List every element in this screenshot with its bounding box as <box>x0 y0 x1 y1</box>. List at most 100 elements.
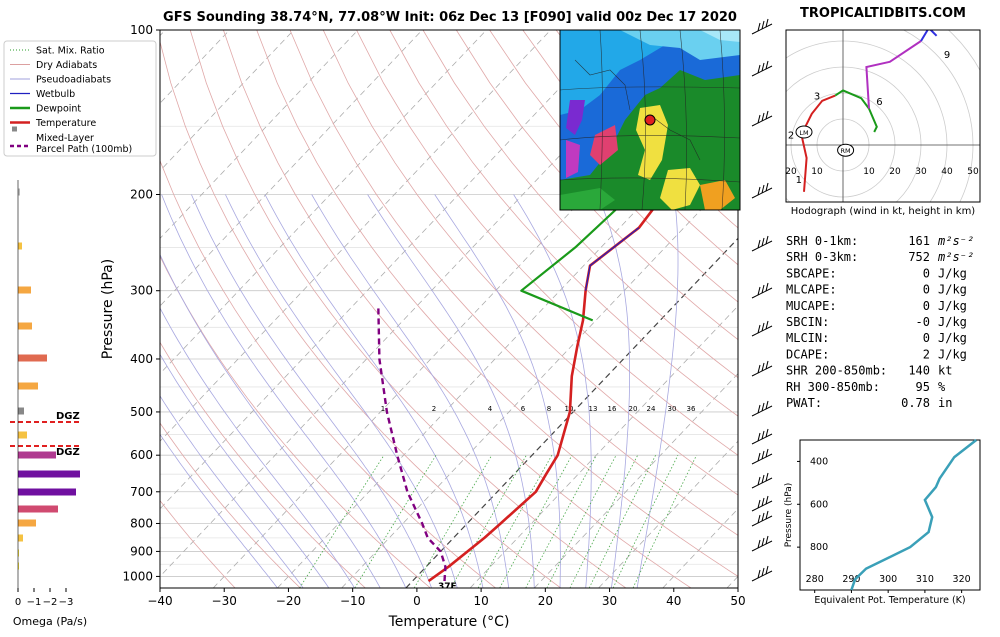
hodograph-trace <box>920 30 938 42</box>
x-tick-label: 30 <box>602 594 617 608</box>
x-tick-label: −20 <box>276 594 301 608</box>
omega-bar <box>18 505 58 513</box>
mixing-ratio-label: 16 <box>608 405 617 413</box>
wind-barb-flag <box>765 495 769 505</box>
hodograph-panel: 10203040506070201012369LMRM Hodograph (w… <box>785 29 981 217</box>
omega-bar <box>18 451 56 459</box>
omega-x-tick-label: −3 <box>59 597 74 608</box>
hodograph-ring-label: 10 <box>811 167 823 177</box>
wind-barb-flag <box>765 235 769 245</box>
wind-barb-flag <box>757 499 761 509</box>
omega-bar <box>18 519 36 527</box>
y-tick-label: 500 <box>130 405 153 419</box>
omega-bar <box>18 470 80 478</box>
y-tick-label: 300 <box>130 284 153 298</box>
wind-barb-flag <box>757 186 761 196</box>
wind-barb <box>751 235 773 252</box>
wind-barb-flag <box>757 476 761 486</box>
theta-y-tick-label: 800 <box>810 542 828 553</box>
hodograph-ring-label: 30 <box>915 167 927 177</box>
isotherm-line <box>160 30 295 172</box>
wind-barb <box>751 282 773 299</box>
dgz-label: DGZ <box>56 447 80 458</box>
wind-barb-flag <box>765 18 769 28</box>
theta-e-panel: 280 290 300 310 320 400 600 800 Equivalent Pot.… <box>784 439 981 606</box>
index-label: MLCAPE: <box>786 283 837 297</box>
wind-barb-flag <box>765 510 769 520</box>
wind-barb <box>751 535 773 552</box>
wind-barb-flag <box>757 64 761 74</box>
wind-barb-flag <box>761 497 765 507</box>
index-label: SHR 200-850mb: <box>786 364 887 378</box>
mixing-ratio-line <box>499 455 573 588</box>
skewt-ylabel: Pressure (hPa) <box>100 259 116 359</box>
wind-barb <box>751 472 773 489</box>
hodograph-height-label: 3 <box>814 92 820 103</box>
wind-barbs <box>751 18 773 582</box>
dry-adiabat <box>189 30 627 588</box>
mixing-ratio-label: 20 <box>629 405 638 413</box>
dry-adiabat <box>522 30 738 266</box>
omega-bar <box>18 549 19 557</box>
index-unit: J/kg <box>938 266 967 280</box>
mixing-ratio-label: 8 <box>547 405 551 413</box>
mixing-ratio-line <box>477 455 553 588</box>
skewt-xlabel: Temperature (°C) <box>388 614 510 630</box>
legend-label: Pseudoadiabats <box>36 75 111 86</box>
legend-label: Sat. Mix. Ratio <box>36 46 105 57</box>
theta-y-tick-label: 400 <box>810 456 828 467</box>
index-value: 2 <box>923 347 930 361</box>
wind-barb-flag <box>761 184 765 194</box>
pseudoadiabat <box>513 194 592 588</box>
index-value: 140 <box>908 364 930 378</box>
x-tick-label: 0 <box>413 594 421 608</box>
wind-barb-flag <box>757 324 761 334</box>
mixing-ratio-line <box>299 454 385 588</box>
dry-adiabat <box>160 159 496 588</box>
wind-barb-flag <box>765 110 769 120</box>
theta-x-tick-label: 280 <box>806 574 824 585</box>
pseudoadiabat <box>160 395 304 588</box>
wind-barb-flag <box>761 567 765 577</box>
series-mixed-layer-parcel-path-100mb- <box>377 305 447 582</box>
index-unit: in <box>938 396 952 410</box>
y-tick-label: 200 <box>130 187 153 201</box>
hodograph-trace <box>800 94 836 192</box>
hodograph-marker-label: LM <box>799 129 808 137</box>
dry-adiabat <box>356 30 738 456</box>
wind-barb <box>751 565 773 582</box>
omega-bar <box>18 488 76 496</box>
wind-barb-flag <box>757 114 761 124</box>
index-value: 0.78 <box>901 396 930 410</box>
pseudoadiabat <box>311 194 509 588</box>
legend-label: Temperature <box>35 118 96 129</box>
mixing-ratio-label: 4 <box>488 405 493 413</box>
mixing-ratio-line <box>525 455 597 588</box>
y-tick-label: 100 <box>130 23 153 37</box>
index-label: MLCIN: <box>786 331 829 345</box>
theta-e-xlabel: Equivalent Pot. Temperature (K) <box>814 595 965 606</box>
wind-barb-flag <box>757 452 761 462</box>
wind-barb <box>751 428 773 445</box>
wind-barb-flag <box>761 20 765 30</box>
legend-label: Mixed-Layer <box>36 133 94 144</box>
omega-bar <box>18 382 38 390</box>
wind-barb-flag <box>761 537 765 547</box>
pseudoadiabat <box>160 307 355 588</box>
legend-label: Dewpoint <box>36 104 81 115</box>
index-unit: % <box>938 380 946 394</box>
wind-barb <box>751 18 773 35</box>
wind-barb-flag <box>761 474 765 484</box>
wind-barb-flag <box>761 362 765 372</box>
pseudoadiabat <box>597 194 630 588</box>
mixing-ratio-label: 30 <box>668 405 677 413</box>
wind-barb-flag <box>765 320 769 330</box>
wind-barb-flag <box>765 535 769 545</box>
wind-barb-flag <box>765 182 769 192</box>
isotherm-line <box>160 30 359 239</box>
hodograph-height-label: 2 <box>788 131 794 142</box>
omega-bar <box>18 354 47 362</box>
index-label: DCAPE: <box>786 347 829 361</box>
mixing-ratio-label: 36 <box>687 405 696 413</box>
